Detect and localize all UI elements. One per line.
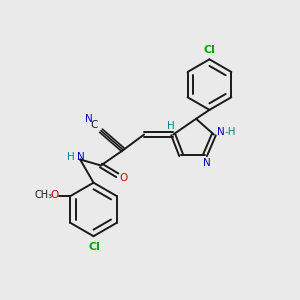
Text: O: O (120, 173, 128, 183)
Text: N: N (217, 127, 224, 137)
Text: Cl: Cl (203, 45, 215, 55)
Text: -H: -H (224, 127, 236, 137)
Text: H: H (67, 152, 74, 161)
Text: N: N (85, 114, 92, 124)
Text: C: C (91, 120, 98, 130)
Text: O: O (50, 190, 58, 200)
Text: N: N (203, 158, 211, 168)
Text: CH₃: CH₃ (34, 190, 53, 200)
Text: N: N (77, 152, 85, 161)
Text: Cl: Cl (88, 242, 100, 252)
Text: H: H (167, 121, 175, 131)
